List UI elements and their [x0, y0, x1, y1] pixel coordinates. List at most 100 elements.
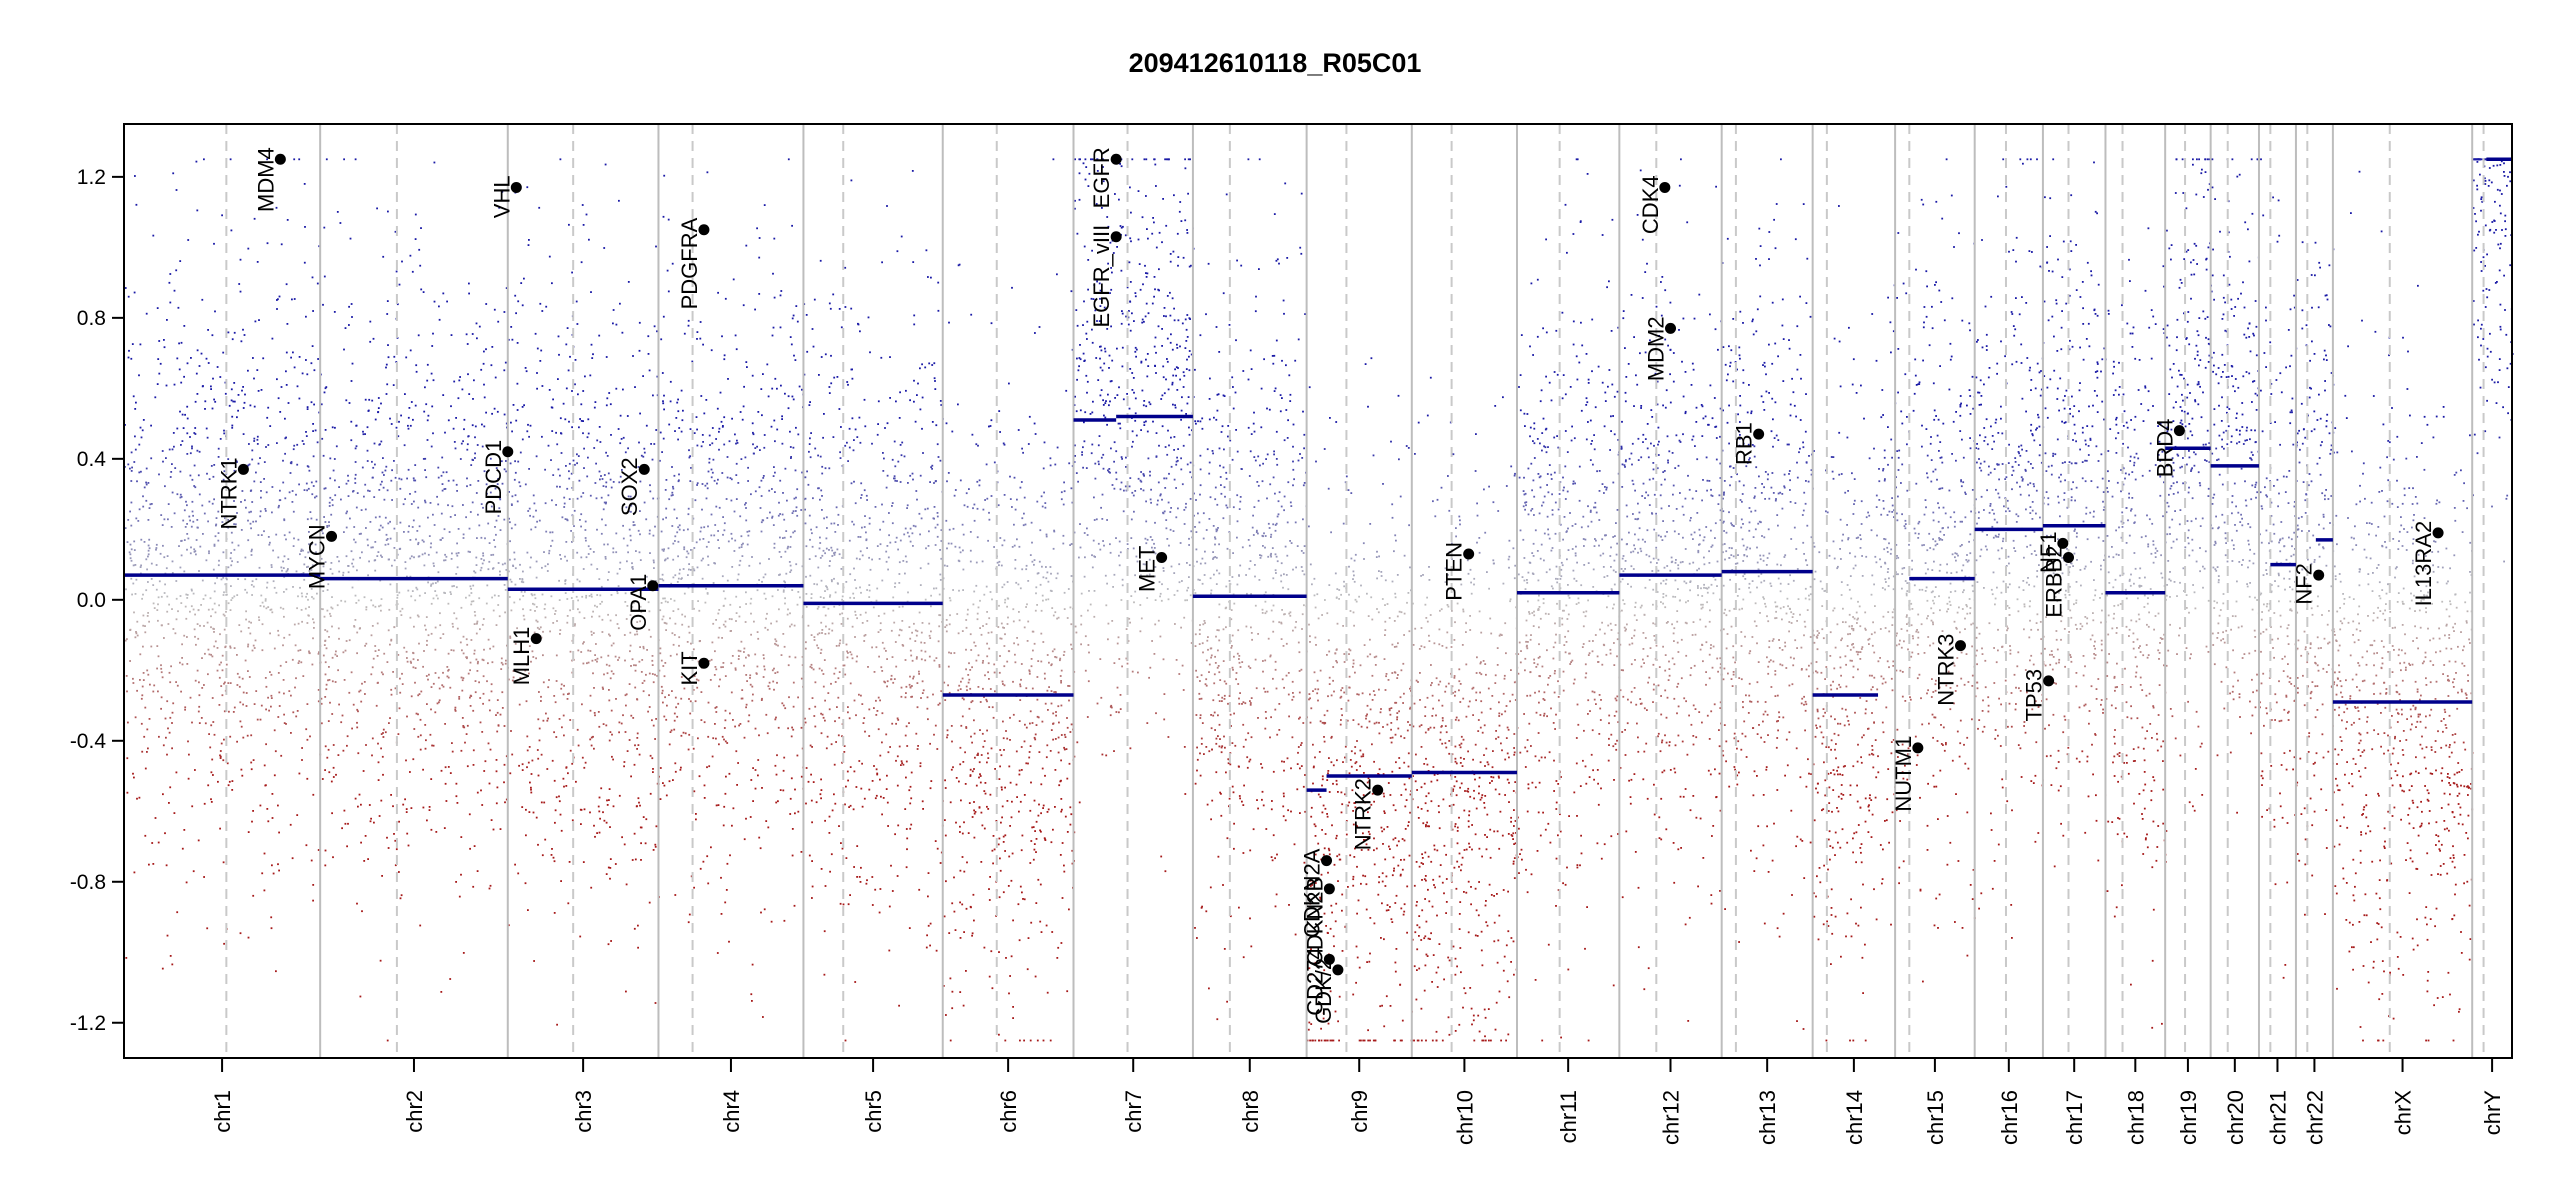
- probe-point: [419, 718, 422, 721]
- probe-point: [409, 771, 411, 773]
- probe-point: [395, 848, 398, 851]
- probe-point: [208, 478, 211, 480]
- probe-point: [489, 491, 492, 494]
- probe-point: [1044, 502, 1047, 504]
- probe-point: [519, 485, 522, 488]
- probe-point: [648, 706, 651, 708]
- probe-point: [492, 567, 495, 569]
- probe-point: [579, 418, 581, 420]
- probe-point: [230, 552, 232, 554]
- probe-point: [356, 708, 359, 711]
- probe-point: [328, 524, 330, 527]
- probe-point: [606, 397, 609, 400]
- probe-point: [399, 547, 402, 550]
- probe-point: [295, 715, 298, 718]
- probe-point: [277, 629, 279, 632]
- probe-point: [404, 393, 406, 395]
- probe-point: [821, 472, 824, 475]
- probe-point: [548, 552, 550, 555]
- probe-point: [562, 402, 565, 405]
- probe-point: [470, 695, 473, 697]
- probe-point: [444, 723, 446, 725]
- probe-point: [838, 642, 841, 645]
- probe-point: [964, 783, 967, 785]
- probe-point: [817, 566, 820, 569]
- probe-point: [312, 597, 315, 600]
- probe-point: [579, 935, 582, 938]
- probe-point: [419, 924, 422, 927]
- probe-point: [774, 764, 777, 767]
- probe-point: [814, 725, 817, 728]
- probe-point: [602, 723, 605, 725]
- probe-point: [776, 671, 779, 674]
- probe-point: [548, 389, 551, 391]
- probe-point: [938, 593, 941, 596]
- probe-point: [663, 715, 666, 718]
- probe-point: [242, 703, 244, 706]
- probe-point: [392, 805, 394, 808]
- probe-point: [312, 899, 314, 902]
- probe-point: [198, 450, 201, 453]
- probe-point: [730, 630, 732, 632]
- probe-point: [918, 673, 920, 675]
- probe-point: [938, 664, 941, 666]
- probe-point: [944, 699, 947, 701]
- probe-point: [288, 690, 291, 692]
- probe-point: [964, 751, 966, 754]
- probe-point: [269, 425, 272, 427]
- probe-point: [264, 508, 267, 510]
- probe-point: [754, 653, 757, 656]
- probe-point: [266, 808, 269, 810]
- probe-point: [937, 640, 940, 643]
- probe-point: [693, 569, 696, 572]
- probe-point: [762, 654, 765, 656]
- probe-point: [192, 520, 195, 523]
- probe-point: [822, 673, 825, 675]
- probe-point: [247, 831, 250, 833]
- probe-point: [404, 498, 406, 500]
- probe-point: [789, 535, 792, 538]
- probe-point: [168, 731, 171, 734]
- probe-point: [598, 615, 601, 618]
- probe-point: [248, 620, 251, 623]
- probe-point: [680, 697, 683, 700]
- probe-point: [297, 662, 300, 664]
- probe-point: [678, 528, 681, 531]
- probe-point: [916, 394, 918, 396]
- probe-point: [838, 671, 841, 673]
- probe-point: [638, 660, 641, 663]
- probe-point: [140, 436, 143, 439]
- probe-point: [305, 359, 307, 361]
- probe-point: [248, 463, 251, 466]
- probe-point: [948, 321, 950, 324]
- probe-point: [857, 536, 860, 538]
- probe-point: [408, 407, 411, 409]
- probe-point: [973, 836, 976, 839]
- probe-point: [227, 784, 230, 787]
- probe-point: [333, 458, 336, 460]
- probe-point: [285, 370, 287, 373]
- probe-point: [559, 158, 562, 161]
- probe-point: [130, 501, 133, 504]
- probe-point: [760, 521, 763, 524]
- probe-point: [503, 518, 506, 521]
- probe-point: [445, 471, 448, 474]
- probe-point: [245, 705, 248, 707]
- probe-point: [477, 480, 480, 482]
- probe-point: [357, 805, 359, 808]
- probe-point: [167, 727, 169, 730]
- probe-point: [589, 709, 592, 712]
- probe-point: [343, 531, 345, 533]
- probe-point: [727, 540, 730, 543]
- probe-point: [1048, 661, 1050, 664]
- probe-point: [965, 626, 968, 629]
- probe-point: [988, 678, 990, 680]
- probe-point: [406, 660, 409, 663]
- probe-point: [1030, 840, 1033, 842]
- probe-point: [958, 560, 961, 563]
- probe-point: [1019, 683, 1021, 686]
- probe-point: [180, 539, 183, 542]
- probe-point: [689, 656, 691, 658]
- probe-point: [1016, 637, 1018, 639]
- probe-point: [859, 550, 862, 553]
